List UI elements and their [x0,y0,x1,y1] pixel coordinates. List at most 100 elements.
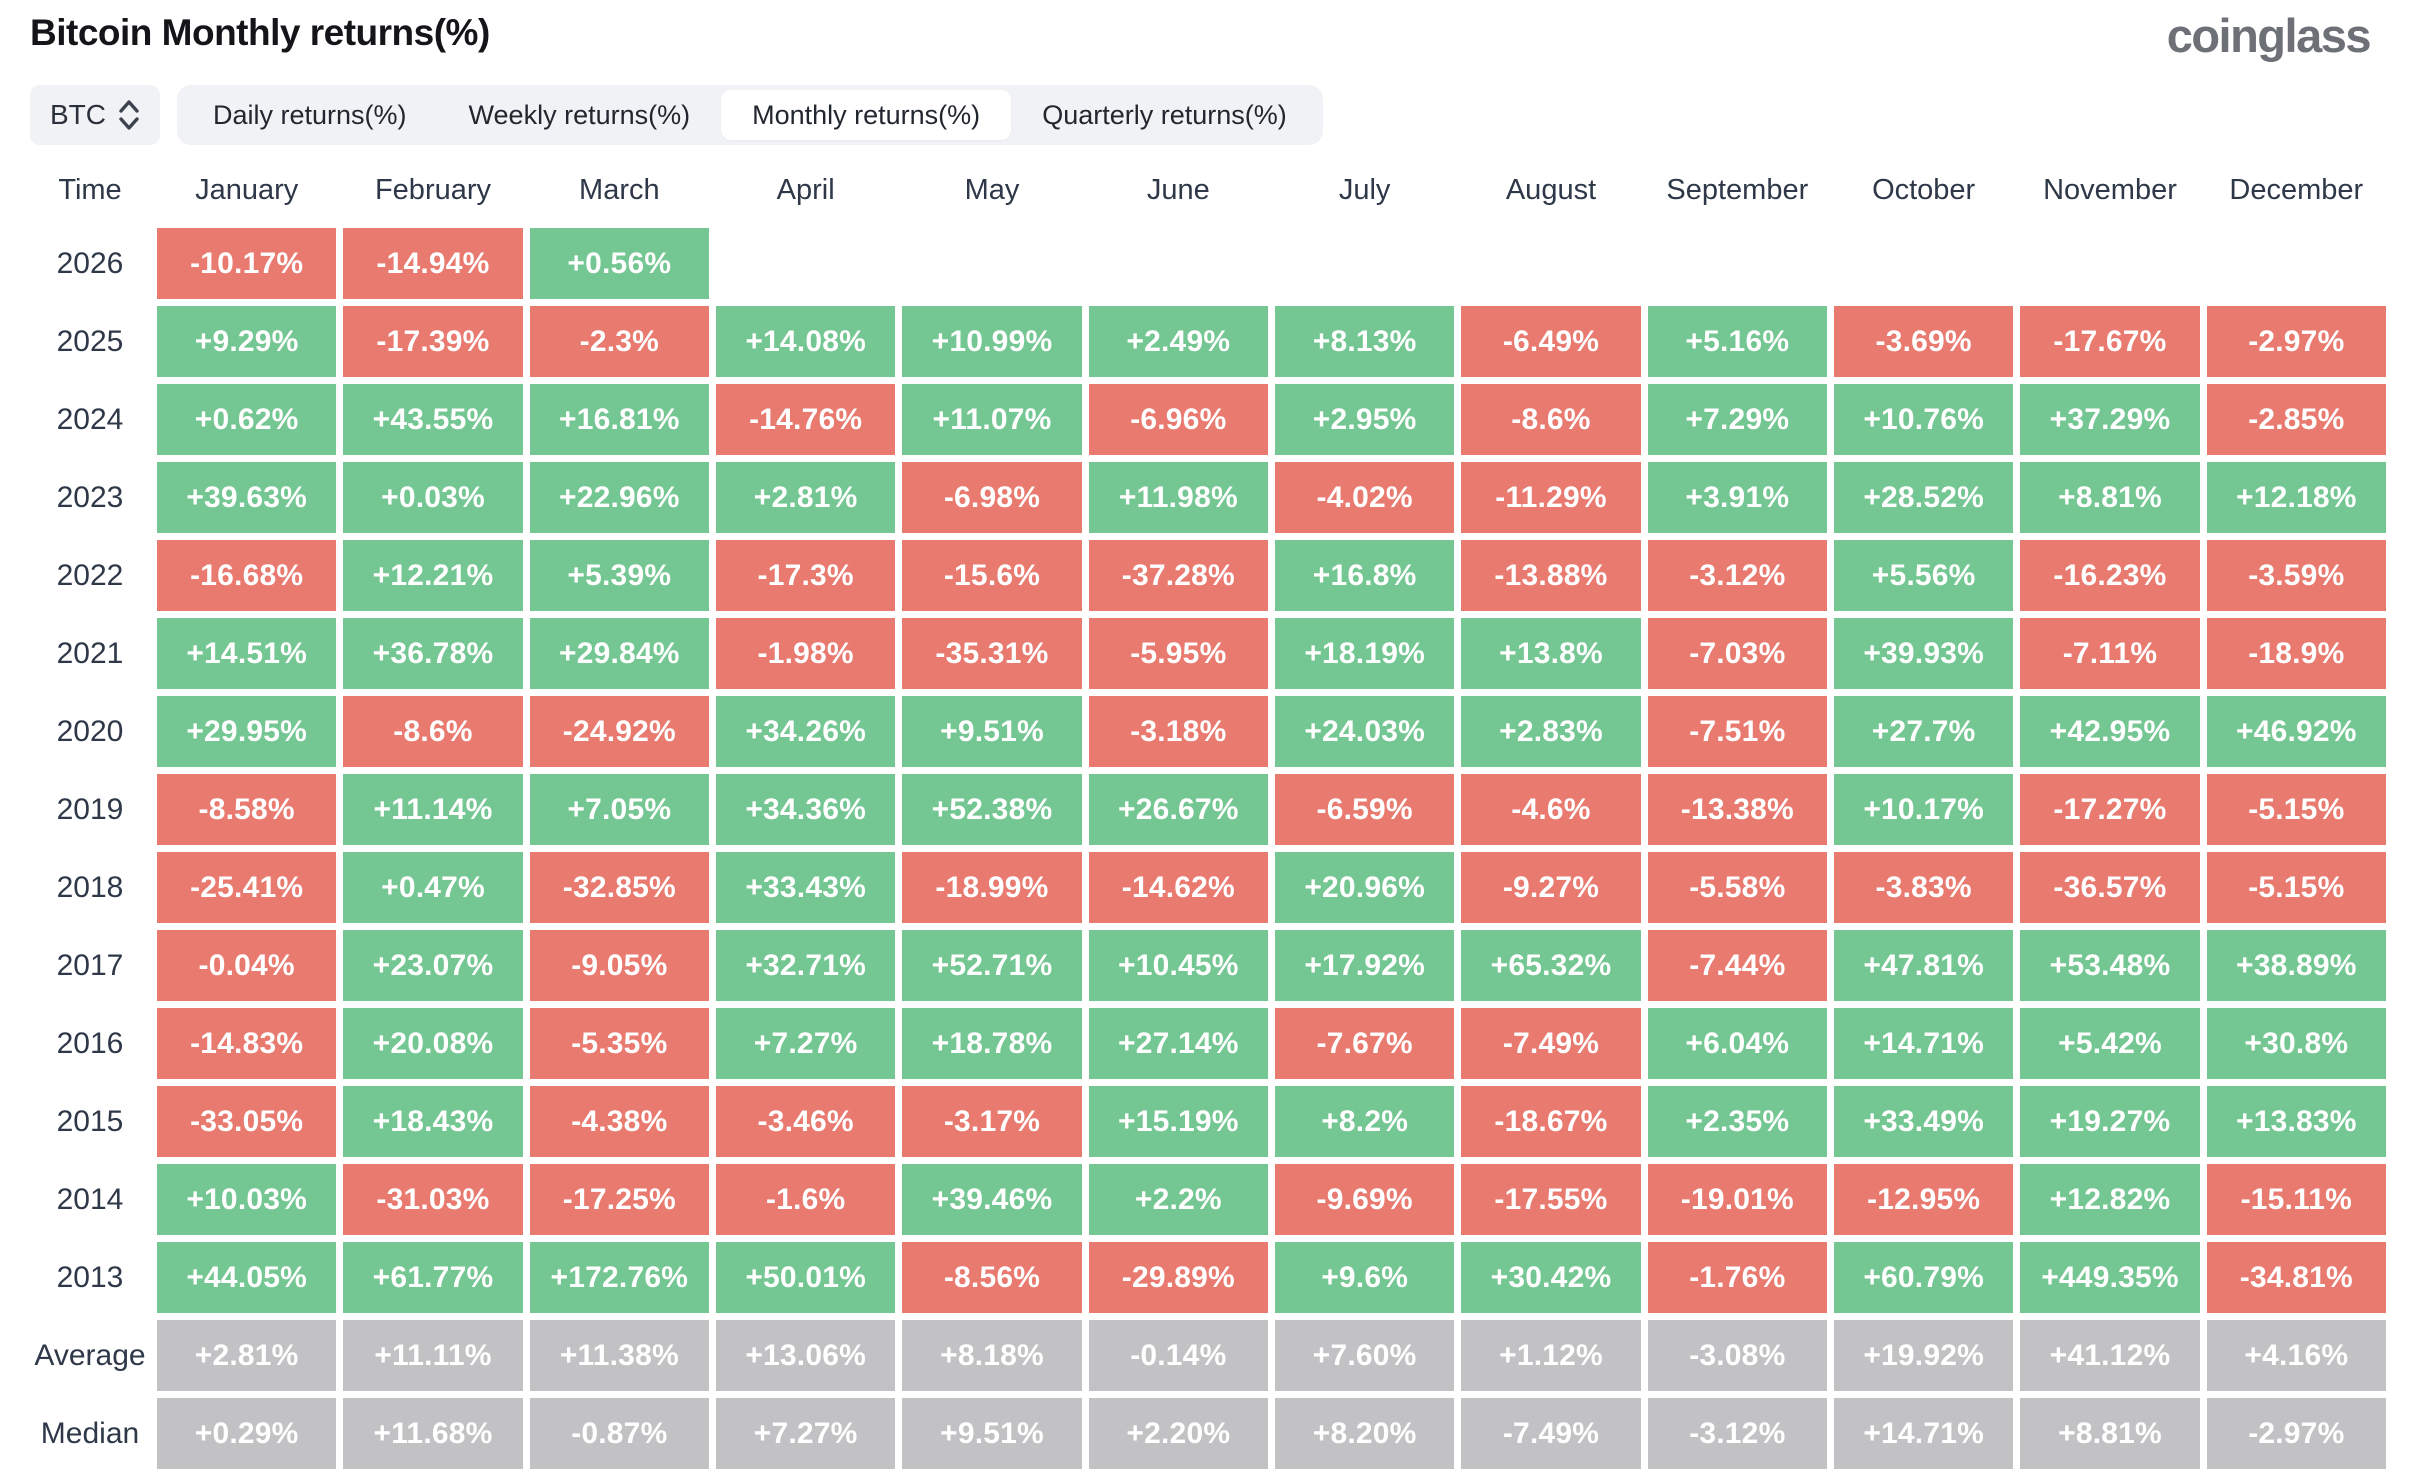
cell-average-may: +8.18% [902,1320,1082,1391]
column-header-april: April [776,173,835,206]
cell-2022-august: -13.88% [1461,540,1641,611]
cell-2021-march: +29.84% [529,618,709,689]
tab-monthly-returns[interactable]: Monthly returns(%) [721,90,1012,140]
cell-2013-february: +61.77% [343,1242,523,1313]
cell-2017-november: +53.48% [2020,930,2200,1001]
cell-2015-july: +8.2% [1274,1086,1455,1157]
cell-2013-december: -34.81% [2206,1242,2386,1313]
cell-2024-october: +10.76% [1833,384,2014,455]
cell-2015-august: -18.67% [1461,1086,1641,1157]
cell-2026-november [2020,228,2199,299]
column-header-june: June [1146,173,1210,206]
cell-2024-december: -2.85% [2206,384,2386,455]
cell-2021-august: +13.8% [1461,618,1641,689]
row-label-2019: 2019 [56,792,124,826]
row-label-median: Median [40,1416,140,1450]
cell-2019-february: +11.14% [343,774,523,845]
tab-quarterly-returns[interactable]: Quarterly returns(%) [1042,99,1287,130]
cell-2022-march: +5.39% [529,540,709,611]
cell-2016-august: -7.49% [1461,1008,1641,1079]
cell-2017-april: +32.71% [715,930,896,1001]
cell-2016-july: -7.67% [1274,1008,1455,1079]
cell-2025-october: -3.69% [1833,306,2014,377]
cell-2014-december: -15.11% [2206,1164,2386,1235]
cell-2019-october: +10.17% [1833,774,2014,845]
cell-2017-july: +17.92% [1274,930,1455,1001]
cell-average-march: +11.38% [529,1320,709,1391]
cell-median-august: -7.49% [1461,1398,1641,1469]
symbol-select-label: BTC [50,99,106,130]
cell-2016-september: +6.04% [1647,1008,1827,1079]
cell-2014-june: +2.2% [1088,1164,1268,1235]
cell-2020-march: -24.92% [529,696,709,767]
cell-2013-july: +9.6% [1274,1242,1455,1313]
returns-period-tabs: Daily returns(%) Weekly returns(%) Monthly… [177,85,1323,145]
cell-2025-january: +9.29% [157,306,337,377]
cell-2021-april: -1.98% [715,618,896,689]
cell-2015-may: -3.17% [902,1086,1082,1157]
row-label-average: Average [34,1338,146,1372]
cell-2016-october: +14.71% [1833,1008,2014,1079]
cell-2020-december: +46.92% [2206,696,2386,767]
cell-2026-january: -10.17% [157,228,337,299]
updown-chevrons-icon [118,98,140,132]
cell-2013-june: -29.89% [1088,1242,1268,1313]
cell-2016-april: +7.27% [715,1008,896,1079]
cell-2024-july: +2.95% [1274,384,1455,455]
cell-2014-march: -17.25% [529,1164,709,1235]
cell-2021-october: +39.93% [1833,618,2014,689]
cell-2022-december: -3.59% [2206,540,2386,611]
cell-2019-december: -5.15% [2206,774,2386,845]
cell-2015-november: +19.27% [2020,1086,2200,1157]
cell-2014-july: -9.69% [1274,1164,1455,1235]
page-header: Bitcoin Monthly returns(%) coinglass [0,0,2410,59]
cell-2016-november: +5.42% [2020,1008,2200,1079]
cell-2020-august: +2.83% [1461,696,1641,767]
cell-2013-october: +60.79% [1833,1242,2014,1313]
row-label-2016: 2016 [56,1026,124,1060]
cell-2023-april: +2.81% [715,462,896,533]
column-header-may: May [964,173,1020,206]
symbol-select[interactable]: BTC [30,85,160,145]
cell-2026-march: +0.56% [529,228,709,299]
cell-average-april: +13.06% [715,1320,896,1391]
row-label-2025: 2025 [56,324,124,358]
tab-weekly-returns[interactable]: Weekly returns(%) [468,99,691,130]
cell-2026-july [1275,228,1454,299]
cell-2014-february: -31.03% [343,1164,523,1235]
cell-2025-august: -6.49% [1461,306,1641,377]
cell-average-february: +11.11% [343,1320,523,1391]
cell-2020-january: +29.95% [157,696,337,767]
cell-2022-february: +12.21% [343,540,523,611]
cell-2019-august: -4.6% [1461,774,1641,845]
cell-2021-november: -7.11% [2020,618,2200,689]
row-label-2017: 2017 [56,948,124,982]
cell-2020-april: +34.26% [715,696,896,767]
cell-2016-may: +18.78% [902,1008,1082,1079]
cell-2023-june: +11.98% [1088,462,1268,533]
cell-2022-july: +16.8% [1274,540,1455,611]
cell-2019-june: +26.67% [1088,774,1268,845]
cell-2014-january: +10.03% [157,1164,337,1235]
cell-2015-april: -3.46% [715,1086,896,1157]
cell-2022-september: -3.12% [1647,540,1827,611]
cell-2020-may: +9.51% [902,696,1082,767]
cell-2014-october: -12.95% [1833,1164,2014,1235]
cell-2026-december [2207,228,2386,299]
tab-daily-returns[interactable]: Daily returns(%) [213,99,407,130]
cell-2019-april: +34.36% [715,774,896,845]
cell-2013-january: +44.05% [157,1242,337,1313]
cell-median-february: +11.68% [343,1398,523,1469]
cell-2025-september: +5.16% [1647,306,1827,377]
cell-2014-november: +12.82% [2020,1164,2200,1235]
cell-2019-july: -6.59% [1274,774,1455,845]
cell-2025-march: -2.3% [529,306,709,377]
cell-2020-september: -7.51% [1647,696,1827,767]
cell-2025-november: -17.67% [2020,306,2200,377]
row-label-2024: 2024 [56,402,124,436]
row-label-2018: 2018 [56,870,124,904]
cell-2016-january: -14.83% [157,1008,337,1079]
cell-2026-october [1834,228,2013,299]
cell-2016-march: -5.35% [529,1008,709,1079]
cell-average-november: +41.12% [2020,1320,2200,1391]
